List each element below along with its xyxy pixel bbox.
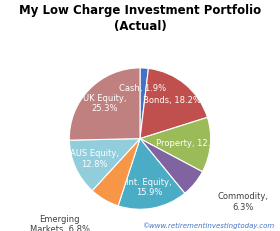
Wedge shape xyxy=(140,68,148,139)
Text: Property, 12.6%: Property, 12.6% xyxy=(156,139,223,148)
Text: Cash, 1.9%: Cash, 1.9% xyxy=(119,84,167,93)
Title: My Low Charge Investment Portfolio
(Actual): My Low Charge Investment Portfolio (Actu… xyxy=(19,4,261,33)
Text: ©www.retirementinvestingtoday.com: ©www.retirementinvestingtoday.com xyxy=(142,222,274,229)
Wedge shape xyxy=(140,117,211,172)
Text: UK Equity,
25.3%: UK Equity, 25.3% xyxy=(83,94,126,113)
Text: Bonds, 18.2%: Bonds, 18.2% xyxy=(143,96,201,105)
Text: AUS Equity,
12.8%: AUS Equity, 12.8% xyxy=(70,149,119,169)
Text: Commodity,
6.3%: Commodity, 6.3% xyxy=(217,192,268,212)
Text: Emerging
Markets, 6.8%: Emerging Markets, 6.8% xyxy=(30,215,90,231)
Wedge shape xyxy=(140,68,207,139)
Wedge shape xyxy=(92,139,140,206)
Text: Int. Equity,
15.9%: Int. Equity, 15.9% xyxy=(126,178,172,197)
Wedge shape xyxy=(118,139,185,209)
Wedge shape xyxy=(69,139,140,191)
Wedge shape xyxy=(140,139,202,193)
Wedge shape xyxy=(69,68,140,140)
